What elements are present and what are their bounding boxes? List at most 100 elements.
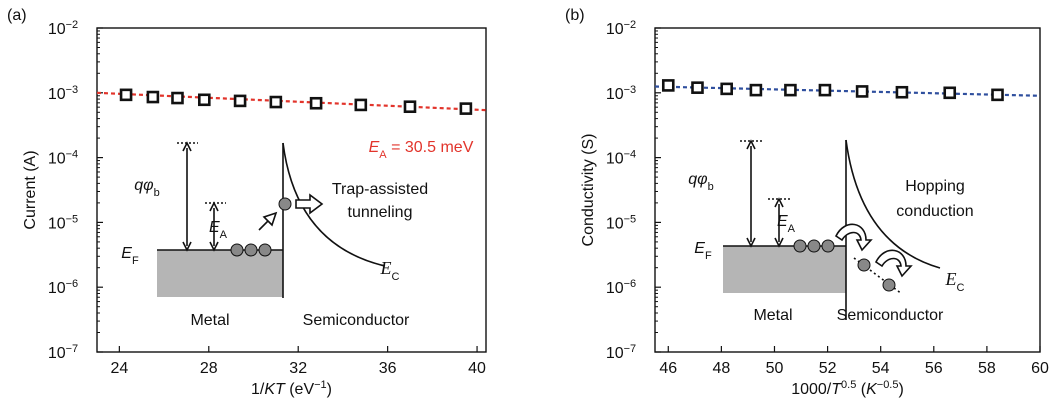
text-part: Trap-assisted: [332, 181, 428, 198]
arrow-head: [182, 141, 192, 252]
text-part: E: [369, 139, 380, 156]
text-part: Semiconductor: [837, 307, 944, 324]
inset-label: Semiconductor: [303, 312, 410, 329]
arrow-head: [774, 197, 784, 248]
inset-label: EC: [380, 258, 400, 283]
inset-label: EC: [945, 269, 965, 294]
y-tick-label: 10−5: [48, 213, 78, 232]
data-point: [855, 85, 869, 98]
y-axis-label: Current (A): [22, 150, 39, 229]
text-part: C: [392, 271, 400, 283]
x-tick-label: 50: [766, 360, 784, 377]
y-tick-exponent: −6: [66, 278, 79, 290]
y-tick-base: 10: [48, 86, 66, 103]
inset-label: Metal: [753, 307, 792, 324]
fit-line: [96, 91, 487, 112]
arrow-head: [746, 139, 756, 248]
data-point: [991, 88, 1004, 102]
text-part: KT: [264, 381, 286, 398]
y-tick-exponent: −2: [624, 19, 637, 31]
y-axis-label: Conductivity (S): [580, 134, 597, 247]
electron: [230, 243, 244, 257]
y-tick-label: 10−3: [606, 84, 636, 103]
inset-label: Trap-assisted: [332, 181, 428, 198]
text-part: E: [694, 240, 705, 257]
inset-label: conduction: [896, 203, 973, 220]
data-point: [943, 86, 957, 100]
y-tick-base: 10: [606, 345, 624, 362]
y-tick-exponent: −5: [624, 213, 637, 225]
data-point: [354, 98, 368, 112]
text-part: conduction: [896, 203, 973, 220]
text-part: T: [831, 381, 842, 398]
x-tick-label: 58: [978, 360, 996, 377]
y-tick-base: 10: [48, 345, 66, 362]
text-part: E: [209, 219, 220, 236]
electron: [807, 239, 821, 253]
y-tick-label: 10−2: [48, 19, 78, 38]
text-part: (: [856, 381, 866, 398]
text-part: 1/: [251, 381, 265, 398]
x-tick-label: 56: [925, 360, 943, 377]
text-part: E: [777, 213, 788, 230]
text-part: E: [380, 258, 392, 278]
x-axis-label: 1/KT (eV−1): [251, 379, 332, 398]
panel-label: (a): [7, 7, 27, 24]
y-tick-label: 10−4: [606, 149, 636, 168]
y-tick-exponent: −7: [624, 343, 637, 355]
text-part: b: [154, 187, 160, 199]
hollow-arrow: [258, 211, 278, 231]
plot-frame: [96, 27, 487, 353]
y-tick-label: 10−7: [48, 343, 78, 362]
text-part: 1000/: [791, 381, 832, 398]
electron: [258, 243, 272, 257]
y-tick-label: 10−4: [48, 149, 78, 168]
inset-label: EF: [121, 245, 139, 267]
data-point: [119, 88, 133, 102]
data-point: [459, 102, 473, 115]
data-point: [403, 100, 417, 114]
data-point: [691, 81, 704, 94]
metal-block: [157, 250, 283, 297]
y-tick-base: 10: [48, 151, 66, 168]
trap: [278, 197, 292, 211]
inset-label: EA: [777, 213, 796, 235]
x-tick-label: 48: [712, 360, 730, 377]
inset-b: [723, 139, 941, 320]
text-part: C: [957, 282, 965, 294]
trap: [857, 258, 871, 272]
text-part: Hopping: [905, 178, 965, 195]
y-tick-label: 10−5: [606, 213, 636, 232]
x-tick-label: 24: [110, 360, 128, 377]
text-part: Conductivity (S): [580, 134, 597, 247]
y-tick-base: 10: [606, 215, 624, 232]
data-point: [749, 83, 763, 97]
inset-label: tunneling: [348, 204, 413, 221]
hop-arrow: [834, 223, 873, 252]
y-tick-label: 10−7: [606, 343, 636, 362]
text-part: q: [688, 171, 697, 188]
inset-label: Metal: [190, 312, 229, 329]
text-part: A: [220, 229, 228, 241]
text-part: −0.5: [877, 379, 899, 391]
text-part: Current (A): [22, 150, 39, 229]
y-tick-base: 10: [606, 21, 624, 38]
text-part: ): [898, 381, 903, 398]
text-part: Semiconductor: [303, 312, 410, 329]
electron: [793, 239, 807, 253]
y-tick-base: 10: [606, 280, 624, 297]
text-part: φ: [143, 177, 153, 194]
text-part: A: [379, 149, 387, 161]
y-tick-exponent: −4: [624, 149, 637, 161]
y-tick-label: 10−6: [48, 278, 78, 297]
y-tick-exponent: −7: [66, 343, 79, 355]
data-point: [171, 91, 184, 105]
text-part: F: [705, 250, 712, 262]
data-point: [895, 85, 909, 99]
y-tick-label: 10−3: [48, 84, 78, 103]
y-tick-base: 10: [48, 215, 66, 232]
inset-label: EF: [694, 240, 712, 262]
text-part: ): [327, 381, 332, 398]
data-point: [720, 82, 733, 96]
